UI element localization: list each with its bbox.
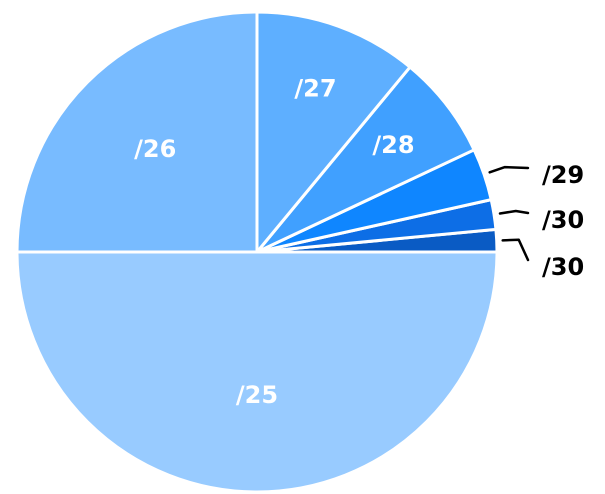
pie-slices	[15, 10, 499, 494]
pie-slice-4	[255, 10, 412, 254]
slice-label-3: /28	[372, 131, 414, 159]
slice-label-0: /30	[542, 253, 584, 281]
slice-label-6: /25	[236, 381, 278, 409]
leader-lines	[488, 165, 530, 262]
leader-line-2	[488, 165, 530, 174]
slice-label-5: /26	[134, 135, 176, 163]
slice-labels: /30/30/29/28/27/26/25	[134, 74, 584, 409]
slice-label-4: /27	[294, 74, 336, 102]
leader-line-1	[498, 209, 530, 215]
leader-line-0	[501, 238, 530, 262]
pie-slice-5	[15, 10, 259, 254]
slice-label-1: /30	[542, 206, 584, 234]
slice-label-2: /29	[542, 161, 584, 189]
pie-slice-6	[15, 250, 499, 494]
pie-slice-3	[255, 65, 476, 254]
